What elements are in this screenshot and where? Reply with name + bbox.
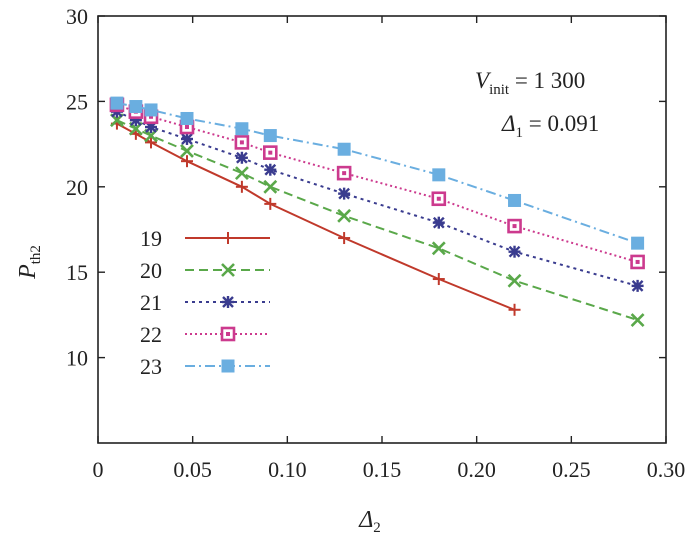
legend-label: 23 <box>140 354 162 379</box>
annotation-vinit: Vinit = 1 300 <box>475 68 585 98</box>
data-point <box>337 208 352 223</box>
y-tick-label: 20 <box>66 175 88 200</box>
data-point <box>263 129 277 143</box>
legend-label: 22 <box>140 322 162 347</box>
svg-text:Δ1 = 0.091: Δ1 = 0.091 <box>501 111 599 141</box>
x-tick-label: 0.20 <box>457 457 496 482</box>
data-point-center <box>512 224 517 229</box>
x-tick-label: 0.30 <box>647 457 686 482</box>
series-line <box>116 102 638 245</box>
annotation-delta1: Δ1 = 0.091 <box>501 111 599 141</box>
data-point <box>338 187 350 200</box>
data-point <box>432 216 445 229</box>
data-point <box>431 241 446 256</box>
data-point <box>432 168 446 182</box>
legend-label: 21 <box>140 290 162 315</box>
svg-text:Vinit = 1 300: Vinit = 1 300 <box>475 68 585 98</box>
data-point <box>508 245 521 258</box>
legend: 19 20 21 22 23 <box>140 226 270 379</box>
x-tick-label: 0.15 <box>363 457 402 482</box>
data-point-center <box>342 171 347 176</box>
series-line <box>116 119 638 321</box>
data-point <box>110 96 124 110</box>
data-point-center <box>226 332 230 336</box>
data-point <box>221 263 235 277</box>
data-point <box>236 151 248 164</box>
x-axis-label: Δ2 <box>358 507 381 536</box>
data-point-center <box>436 196 441 201</box>
x-tick-label: 0 <box>93 457 104 482</box>
data-point <box>234 166 249 181</box>
y-tick-label: 30 <box>66 4 88 29</box>
data-point <box>631 236 645 250</box>
data-point <box>235 122 249 136</box>
data-point-center <box>635 259 640 264</box>
y-tick-label: 10 <box>66 346 88 371</box>
data-point <box>508 193 522 207</box>
data-point <box>129 100 143 114</box>
svg-text:Δ2: Δ2 <box>358 507 381 536</box>
legend-item: 20 <box>140 258 270 283</box>
legend-label: 19 <box>140 226 162 251</box>
series-layer <box>109 96 645 327</box>
series-line <box>116 103 638 263</box>
data-point <box>264 163 277 176</box>
data-point <box>181 133 193 145</box>
data-point-center <box>184 125 189 130</box>
x-tick-label: 0.10 <box>268 457 307 482</box>
data-point <box>507 273 522 288</box>
data-point <box>631 280 644 292</box>
data-point <box>630 313 645 327</box>
legend-item: 23 <box>140 354 270 379</box>
x-tick-label: 0.25 <box>552 457 591 482</box>
series-19 <box>110 117 521 316</box>
data-point <box>337 142 351 156</box>
series-line <box>116 110 638 287</box>
y-axis-label: Pth2 <box>15 245 44 280</box>
data-point-center <box>268 150 273 155</box>
x-tick-label: 0.05 <box>173 457 212 482</box>
legend-item: 21 <box>140 290 270 315</box>
series-line <box>116 122 515 311</box>
data-point <box>222 296 234 308</box>
y-tick-label: 15 <box>66 260 88 285</box>
legend-label: 20 <box>140 258 162 283</box>
y-tick-label: 25 <box>66 89 88 114</box>
data-point <box>180 111 194 125</box>
series-21 <box>110 105 644 292</box>
data-point <box>180 144 194 158</box>
data-point <box>221 359 235 373</box>
data-point <box>144 103 158 117</box>
data-point <box>263 179 278 194</box>
axis-ticks: 0 0.05 0.10 0.15 0.20 0.25 0.30 10 15 20 25 30 <box>66 4 685 482</box>
legend-item: 19 <box>140 226 270 251</box>
series-20 <box>110 113 645 327</box>
data-point-center <box>239 140 244 145</box>
series-23 <box>110 96 645 250</box>
data-point-center <box>149 114 154 119</box>
legend-item: 22 <box>140 322 270 347</box>
svg-text:Pth2: Pth2 <box>15 245 44 280</box>
